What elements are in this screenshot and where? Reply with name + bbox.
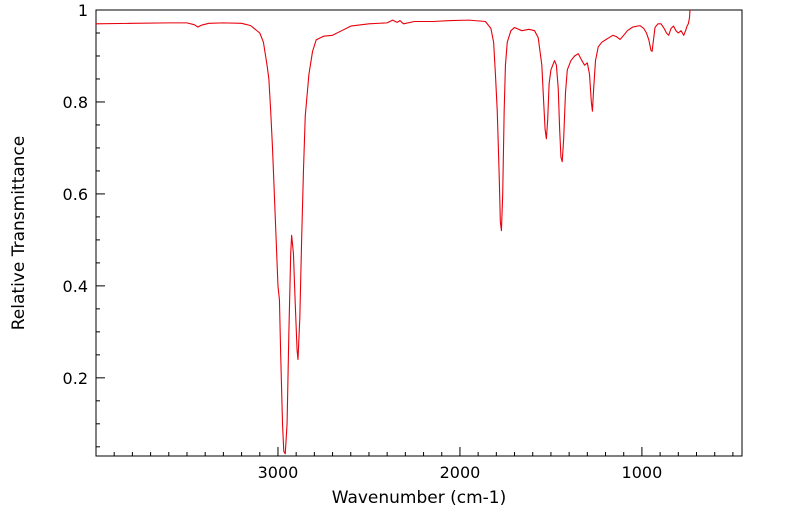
- y-tick-label: 1: [78, 1, 88, 20]
- spectrum-line: [95, 9, 691, 455]
- x-tick-label: 2000: [440, 463, 481, 482]
- y-tick-label: 0.8: [63, 93, 88, 112]
- y-tick-label: 0.4: [63, 277, 88, 296]
- x-tick-label: 1000: [622, 463, 663, 482]
- axes: [95, 9, 743, 457]
- plot-frame: [95, 9, 743, 457]
- y-axis-label: Relative Transmittance: [9, 136, 29, 331]
- tick-marks: [96, 9, 734, 456]
- series-lines: [95, 9, 691, 455]
- y-tick-label: 0.6: [63, 185, 88, 204]
- x-axis-label: Wavenumber (cm-1): [332, 488, 507, 508]
- tick-labels: 3000 2000 1000 0.2 0.4 0.6 0.8 1: [63, 1, 663, 482]
- y-tick-label: 0.2: [63, 369, 88, 388]
- x-tick-label: 3000: [258, 463, 299, 482]
